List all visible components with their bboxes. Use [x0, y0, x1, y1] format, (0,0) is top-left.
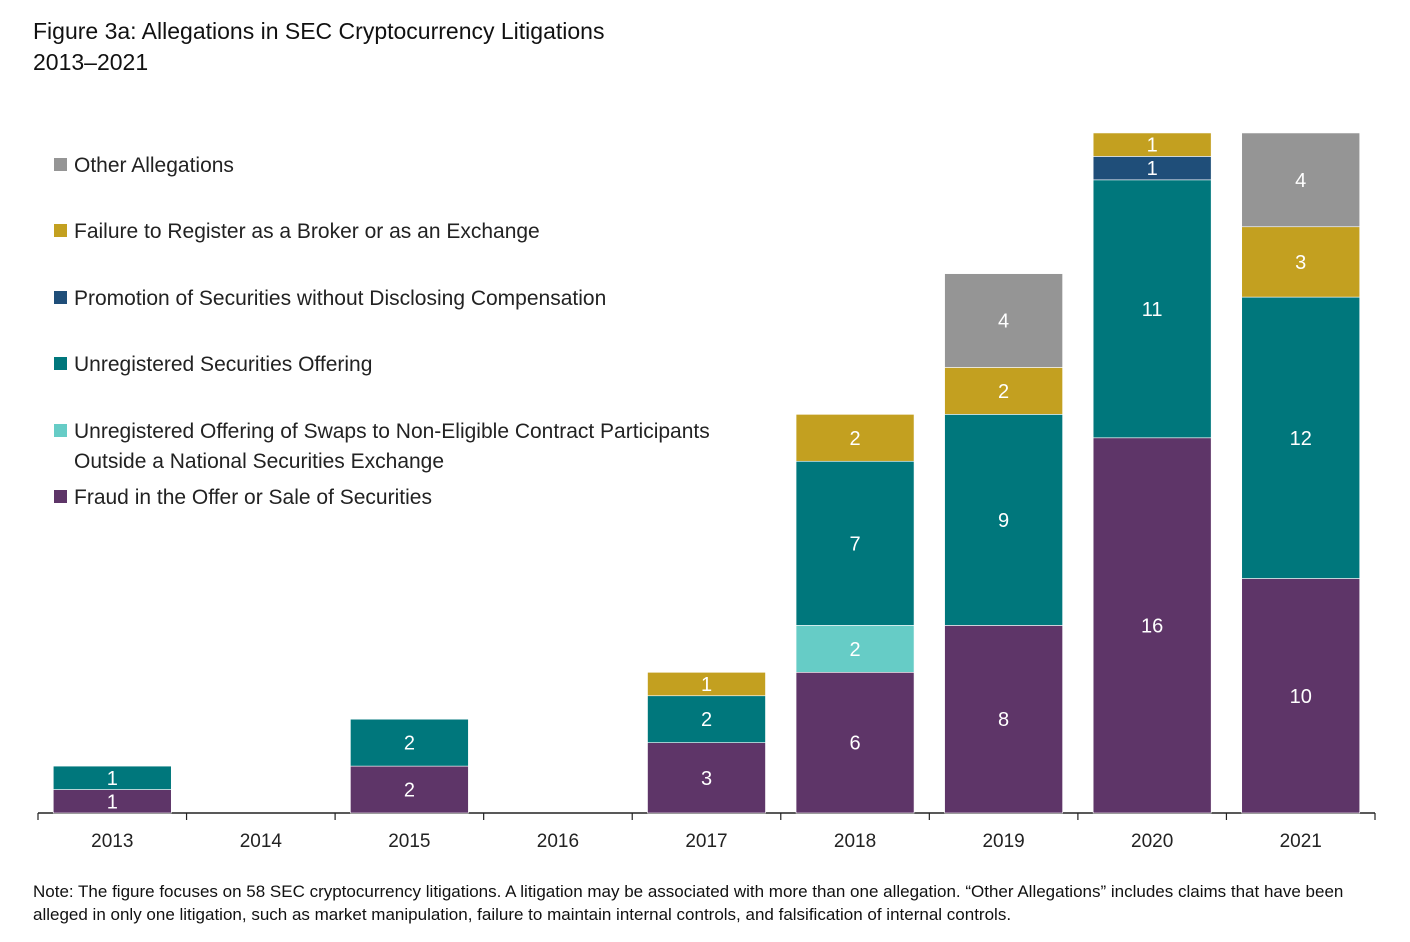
bar-segment: [647, 742, 766, 814]
legend-swatch: [54, 357, 67, 370]
bar-segment: [944, 367, 1063, 415]
data-label: 1: [1147, 135, 1158, 157]
legend-label: Unregistered Offering of Swaps to Non-El…: [74, 420, 710, 443]
data-label: 10: [1290, 686, 1312, 708]
bar-segment: [1241, 132, 1361, 228]
data-label: 9: [998, 510, 1009, 532]
bar-segment: [350, 765, 469, 814]
data-label: 3: [701, 768, 712, 790]
data-label: 1: [1147, 158, 1158, 180]
bar-segment: [1092, 179, 1212, 439]
data-label: 4: [1295, 170, 1306, 192]
data-label: 2: [404, 780, 415, 802]
legend-swatch: [54, 490, 67, 503]
legend-label: Unregistered Securities Offering: [74, 353, 372, 376]
data-label: 1: [107, 768, 118, 790]
legend-label: Failure to Register as a Broker or as an…: [74, 220, 540, 243]
x-tick-label: 2018: [834, 831, 876, 852]
data-label: 4: [998, 311, 1009, 333]
x-tick-label: 2014: [240, 831, 283, 852]
legend-swatch: [54, 424, 67, 437]
legend-label: Other Allegations: [74, 154, 234, 177]
data-label: 2: [404, 733, 415, 755]
data-label: 2: [849, 639, 860, 661]
legend-label: Promotion of Securities without Disclosi…: [74, 287, 606, 310]
bar-segment: [1092, 437, 1212, 814]
bar-segment: [1241, 578, 1361, 814]
chart-title-line-1: Figure 3a: Allegations in SEC Cryptocurr…: [33, 18, 605, 44]
data-label: 3: [1295, 252, 1306, 274]
data-label: 1: [107, 791, 118, 813]
data-label: 11: [1142, 299, 1163, 321]
x-tick-label: 2013: [91, 831, 133, 852]
x-tick-label: 2017: [685, 831, 727, 852]
bar-segment: [795, 460, 915, 626]
bar-segment: [647, 671, 766, 697]
data-label: 2: [701, 709, 712, 731]
bar-segment: [1241, 226, 1361, 298]
bar-segment: [795, 625, 915, 673]
legend-label: Outside a National Securities Exchange: [74, 450, 444, 473]
data-label: 2: [849, 428, 860, 450]
x-tick-label: 2016: [537, 831, 579, 852]
data-label: 12: [1290, 428, 1312, 450]
x-tick-label: 2021: [1280, 831, 1322, 852]
bar-segment: [1241, 296, 1361, 579]
data-label: 8: [998, 709, 1009, 731]
bar-segment: [795, 671, 915, 814]
bar-segment: [647, 695, 766, 743]
x-tick-label: 2020: [1131, 831, 1173, 852]
chart-title-line-2: 2013–2021: [33, 49, 149, 75]
data-label: 7: [849, 533, 860, 555]
data-label: 6: [849, 733, 860, 755]
legend-swatch: [54, 158, 67, 171]
data-label: 16: [1141, 615, 1163, 637]
legend-label: Fraud in the Offer or Sale of Securities: [74, 486, 432, 509]
data-label: 2: [998, 381, 1009, 403]
x-tick-label: 2019: [982, 831, 1024, 852]
legend-swatch: [54, 224, 67, 237]
bar-segment: [1092, 132, 1212, 157]
bar-segment: [350, 718, 469, 767]
bar-segment: [795, 414, 915, 462]
x-tick-label: 2015: [388, 831, 430, 852]
bar-segment: [944, 414, 1063, 626]
chart-note: Note: The figure focuses on 58 SEC crypt…: [33, 882, 1344, 924]
data-label: 1: [701, 674, 712, 696]
bar-segment: [944, 273, 1063, 368]
legend-swatch: [54, 291, 67, 304]
chart-title: Figure 3a: Allegations in SEC Cryptocurr…: [33, 16, 604, 78]
bar-segment: [52, 765, 172, 790]
bar-segment: [944, 625, 1063, 814]
